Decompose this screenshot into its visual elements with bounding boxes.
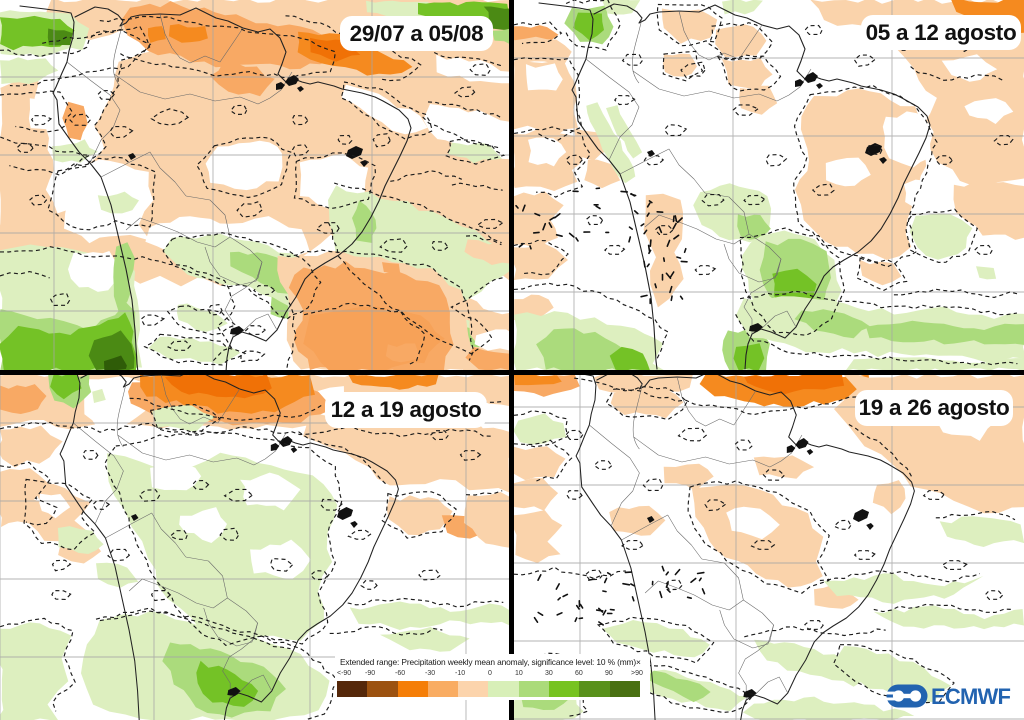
svg-text:ECMWF: ECMWF bbox=[931, 684, 1010, 709]
